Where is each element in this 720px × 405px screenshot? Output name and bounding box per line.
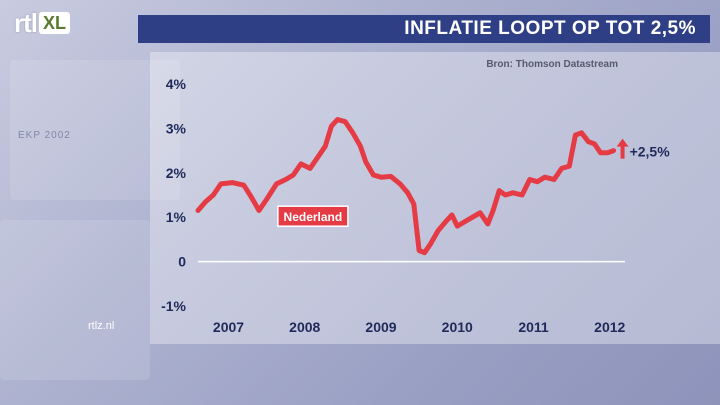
channel-logo: rtl XL — [14, 7, 71, 38]
y-tick-label: 2% — [166, 165, 187, 181]
background-banknote-text: EKP 2002 — [18, 130, 71, 141]
x-tick-label: 2012 — [594, 319, 625, 335]
y-tick-label: 3% — [166, 120, 187, 136]
logo-xl-badge: XL — [39, 12, 71, 34]
x-tick-label: 2011 — [518, 319, 549, 335]
headline-banner: INFLATIE LOOPT OP TOT 2,5% — [138, 15, 710, 43]
x-tick-label: 2008 — [289, 319, 320, 335]
background-banknote — [10, 60, 180, 200]
up-arrow-icon — [616, 138, 629, 159]
series-label-text: Nederland — [284, 210, 343, 224]
y-tick-label: 4% — [166, 76, 187, 92]
source-note: Bron: Thomson Datastream — [486, 59, 618, 70]
x-tick-label: 2009 — [365, 319, 396, 335]
y-tick-label: -1% — [161, 298, 186, 314]
y-tick-label: 1% — [166, 209, 187, 225]
background-banknote — [0, 220, 150, 380]
latest-value-label: +2,5% — [630, 144, 671, 160]
chart-panel — [150, 52, 720, 344]
x-tick-label: 2007 — [213, 319, 244, 335]
x-tick-label: 2010 — [442, 319, 473, 335]
site-watermark: rtlz.nl — [88, 320, 115, 332]
y-tick-label: 0 — [178, 254, 186, 270]
logo-rtl-text: rtl — [14, 7, 38, 38]
series-line-nederland — [195, 117, 617, 256]
series-label-box — [277, 205, 349, 227]
